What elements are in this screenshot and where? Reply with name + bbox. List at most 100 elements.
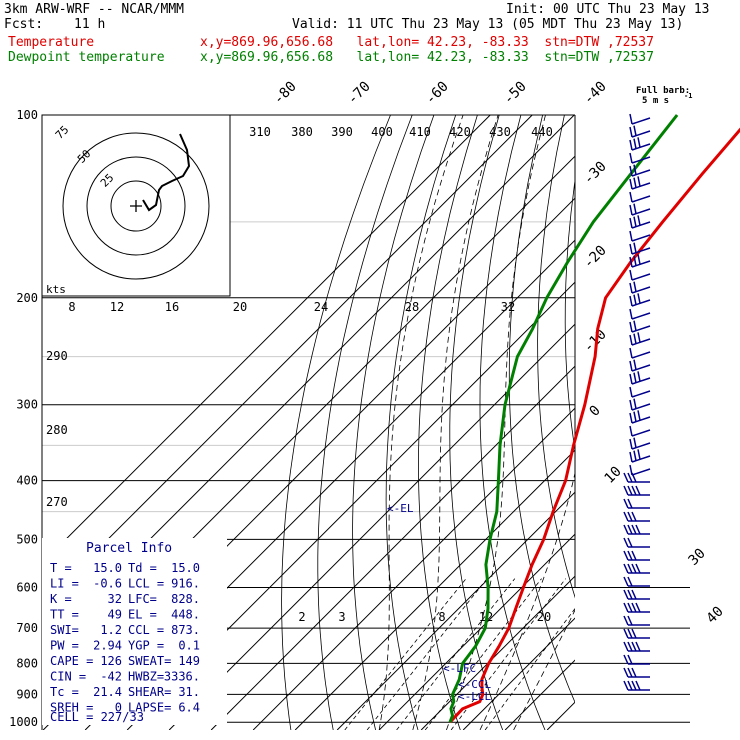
wind-barb bbox=[629, 293, 651, 307]
parcel-info-cell: SWEAT= bbox=[128, 654, 171, 668]
wind-barb bbox=[623, 667, 650, 678]
wind-barb bbox=[623, 576, 650, 587]
level-markers: <-EL <-LFC <-CCL <-LCL bbox=[387, 502, 491, 703]
barb-legend-line2: 5 m s bbox=[642, 96, 669, 106]
parcel-info-cell: 15.0 bbox=[93, 561, 122, 575]
wind-barb bbox=[623, 550, 650, 561]
mixing-ratio-line bbox=[450, 578, 567, 730]
dewpoint-legend-info: x,y=869.96,656.68 lat,lon= 42.23, -83.33… bbox=[200, 50, 654, 65]
dry-adiabat bbox=[643, 115, 740, 730]
pressure-label-700: 700 bbox=[16, 621, 38, 635]
theta-labels: 310 380 390 400 410 420 430 440 290 280 270 bbox=[46, 125, 553, 509]
isotherm-label: 10 bbox=[602, 464, 625, 487]
theta-label-top: 420 bbox=[449, 125, 471, 139]
isotherm-label: -40 bbox=[581, 79, 610, 108]
theta-label-top: 430 bbox=[489, 125, 511, 139]
parcel-info-cell: LI = bbox=[50, 577, 79, 591]
isotherm bbox=[126, 281, 575, 730]
mixing-ratio-label-bottom: 2 bbox=[298, 610, 305, 624]
dry-adiabat bbox=[317, 115, 413, 730]
wind-barb bbox=[629, 125, 651, 138]
dry-adiabat bbox=[564, 178, 575, 453]
wind-barb bbox=[623, 602, 650, 613]
mixing-ratio-label-bottom: 20 bbox=[537, 610, 551, 624]
wind-barb bbox=[629, 281, 651, 294]
isotherm-label: 40 bbox=[704, 604, 727, 627]
parcel-info-title: Parcel Info bbox=[86, 541, 172, 556]
dry-adiabat bbox=[592, 115, 715, 730]
parcel-info-cell: CCL = bbox=[128, 623, 164, 637]
isotherm-label: 30 bbox=[686, 546, 709, 569]
isotherm bbox=[336, 491, 575, 730]
pressure-label-1000: 1000 bbox=[9, 715, 38, 729]
wind-barb bbox=[629, 425, 651, 437]
wind-barb bbox=[629, 398, 651, 411]
wind-barb bbox=[623, 589, 650, 600]
pressure-label-300: 300 bbox=[16, 398, 38, 412]
hodograph-ring-25 bbox=[110, 180, 162, 232]
isotherm bbox=[462, 617, 575, 730]
pressure-label-900: 900 bbox=[16, 687, 38, 701]
parcel-info-cell: 3336. bbox=[164, 670, 200, 684]
theta-label-top: 380 bbox=[291, 125, 313, 139]
pressure-label-400: 400 bbox=[16, 474, 38, 488]
isotherm bbox=[589, 115, 740, 730]
isotherm bbox=[378, 533, 575, 730]
hodograph-kts-label: kts bbox=[46, 283, 66, 296]
hodograph-ring-75 bbox=[62, 132, 210, 280]
wind-barb bbox=[629, 164, 651, 177]
parcel-info-panel: Parcel Info T = 15.0 Td = 15.0 LI = -0.6 LCL =… bbox=[42, 538, 227, 725]
temperature-legend-info: x,y=869.96,656.68 lat,lon= 42.23, -83.33… bbox=[200, 35, 654, 50]
isotherm bbox=[294, 449, 575, 730]
dry-adiabat bbox=[449, 115, 504, 730]
mixing-ratio-label-top: 12 bbox=[110, 300, 124, 314]
parcel-info-cell: LCL = bbox=[128, 577, 164, 591]
isotherm bbox=[42, 115, 533, 606]
isotherm-label: -70 bbox=[345, 79, 374, 108]
wind-barb bbox=[629, 176, 651, 190]
hodograph: 75 50 25 kts bbox=[41, 114, 231, 297]
dry-adiabat bbox=[537, 115, 575, 599]
model-title: 3km ARW-WRF -- NCAR/MMM bbox=[4, 2, 185, 17]
hodograph-ring-50 bbox=[86, 156, 186, 256]
isotherm bbox=[210, 365, 575, 730]
wind-barb bbox=[629, 113, 651, 125]
wind-barb bbox=[629, 320, 651, 333]
isotherm bbox=[252, 407, 575, 730]
mixing-ratio-label-top: 28 bbox=[405, 300, 419, 314]
parcel-info-cell: EL = bbox=[128, 608, 157, 622]
parcel-info-cell: HWBZ= bbox=[128, 670, 164, 684]
parcel-info-cell: 0.1 bbox=[178, 639, 200, 653]
parcel-info-cell: Tc = bbox=[50, 685, 79, 699]
parcel-info-cell: 1.2 bbox=[100, 623, 122, 637]
theta-label-left: 280 bbox=[46, 423, 68, 437]
isotherm-label: -30 bbox=[581, 159, 610, 188]
mixing-ratio-label-top: 16 bbox=[165, 300, 179, 314]
wind-barb bbox=[629, 137, 651, 151]
wind-barbs bbox=[623, 113, 651, 691]
parcel-info-cell: TT = bbox=[50, 608, 79, 622]
dry-adiabat bbox=[692, 115, 740, 730]
wind-barb bbox=[623, 511, 650, 522]
isotherm-label: -60 bbox=[423, 79, 452, 108]
barb-legend: Full barb: 5 m s -1 bbox=[636, 86, 692, 106]
theta-label-top: 310 bbox=[249, 125, 271, 139]
parcel-info-cell: 0 bbox=[115, 701, 122, 715]
isotherm bbox=[420, 575, 575, 730]
pressure-label-600: 600 bbox=[16, 580, 38, 594]
parcel-info-cell: 49 bbox=[108, 608, 122, 622]
barb-legend-line1: Full barb: bbox=[636, 86, 690, 96]
hodograph-center bbox=[130, 200, 142, 212]
parcel-info-cell: 916. bbox=[171, 577, 200, 591]
theta-label-top: 410 bbox=[409, 125, 431, 139]
parcel-info-cell: 448. bbox=[171, 608, 200, 622]
mixing-ratio-line bbox=[484, 607, 575, 730]
mixing-ratio-labels: 8 12 16 20 24 28 322 3 8 12 20 bbox=[68, 300, 551, 624]
dry-adiabat bbox=[352, 115, 435, 730]
parcel-info-cell: LFC= bbox=[128, 592, 157, 606]
parcel-info-cell: K = bbox=[50, 592, 72, 606]
wind-barb bbox=[629, 308, 651, 320]
mixing-ratio-line bbox=[424, 578, 542, 730]
